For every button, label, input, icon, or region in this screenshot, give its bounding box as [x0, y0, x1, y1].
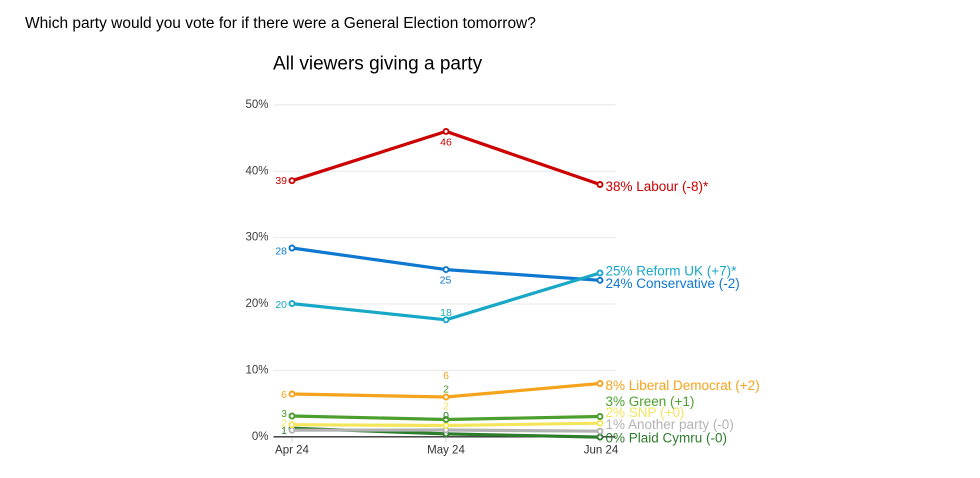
svg-text:Jun 24: Jun 24 [584, 445, 619, 457]
svg-text:20%: 20% [245, 298, 268, 310]
svg-text:0% Plaid Cymru (-0): 0% Plaid Cymru (-0) [606, 430, 728, 445]
svg-text:18: 18 [440, 307, 452, 319]
svg-text:24% Conservative (-2): 24% Conservative (-2) [606, 276, 740, 291]
svg-text:1: 1 [281, 425, 287, 437]
svg-text:2% SNP (+0): 2% SNP (+0) [606, 405, 685, 420]
svg-text:38% Labour (-8)*: 38% Labour (-8)* [606, 179, 710, 194]
svg-text:Apr 24: Apr 24 [275, 445, 309, 457]
svg-text:28: 28 [275, 246, 287, 258]
svg-text:All viewers giving a party: All viewers giving a party [273, 54, 483, 75]
svg-text:8% Liberal Democrat (+2): 8% Liberal Democrat (+2) [606, 378, 760, 393]
svg-text:3% Green (+1): 3% Green (+1) [606, 394, 695, 409]
svg-text:2: 2 [443, 384, 449, 396]
svg-text:50%: 50% [245, 99, 268, 111]
svg-text:0: 0 [443, 410, 449, 422]
svg-text:2: 2 [443, 400, 449, 412]
svg-text:6: 6 [281, 389, 287, 401]
svg-text:25% Reform UK (+7)*: 25% Reform UK (+7)* [606, 263, 738, 278]
svg-text:46: 46 [440, 136, 452, 148]
svg-text:2: 2 [281, 417, 287, 429]
svg-text:Which party would you vote for: Which party would you vote for if there … [25, 15, 536, 32]
svg-text:0%: 0% [252, 431, 269, 443]
svg-text:30%: 30% [245, 232, 268, 244]
svg-text:1% Another party (-0): 1% Another party (-0) [606, 417, 734, 432]
svg-text:3: 3 [281, 408, 287, 420]
svg-text:10%: 10% [245, 364, 268, 376]
svg-text:May 24: May 24 [427, 445, 465, 457]
svg-text:6: 6 [443, 370, 449, 382]
svg-text:40%: 40% [245, 165, 268, 177]
svg-text:39: 39 [275, 175, 287, 187]
svg-text:20: 20 [275, 299, 287, 311]
svg-text:25: 25 [440, 275, 452, 287]
